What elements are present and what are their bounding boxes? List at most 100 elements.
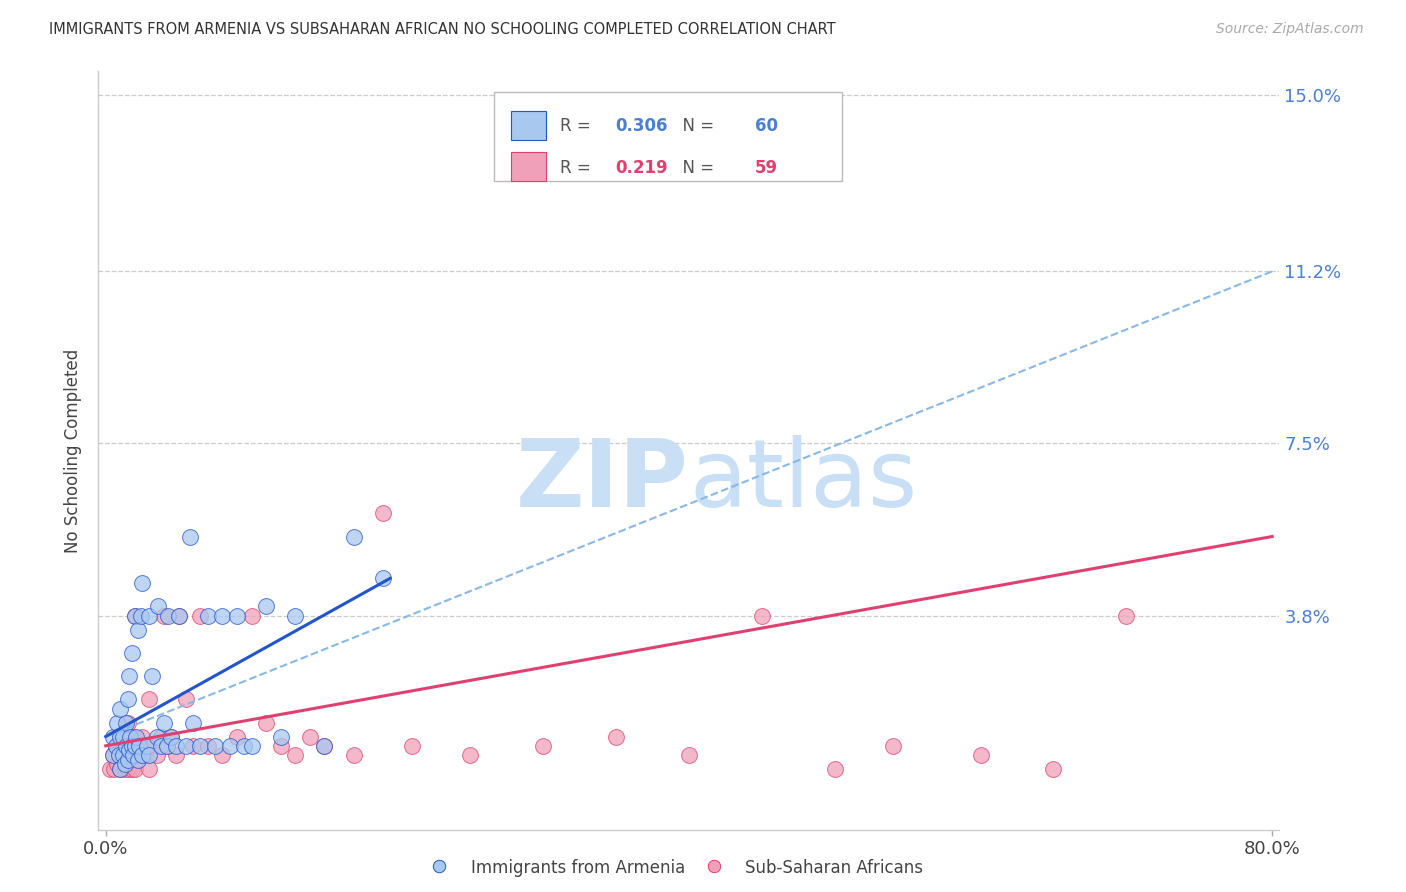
Point xyxy=(134,748,156,763)
Point xyxy=(174,692,197,706)
Point xyxy=(179,529,201,543)
Point xyxy=(110,701,132,715)
Point xyxy=(226,608,249,623)
Point xyxy=(181,739,204,753)
Point xyxy=(156,739,179,753)
Point xyxy=(118,748,141,763)
Text: R =: R = xyxy=(560,159,596,177)
Point xyxy=(174,739,197,753)
Point xyxy=(129,739,152,753)
Point xyxy=(101,730,124,744)
Point xyxy=(127,623,149,637)
Bar xyxy=(494,92,842,181)
Point xyxy=(129,608,152,623)
Point xyxy=(124,608,146,623)
Point xyxy=(120,730,142,744)
Text: IMMIGRANTS FROM ARMENIA VS SUBSAHARAN AFRICAN NO SCHOOLING COMPLETED CORRELATION: IMMIGRANTS FROM ARMENIA VS SUBSAHARAN AF… xyxy=(49,22,835,37)
Text: atlas: atlas xyxy=(689,434,917,527)
Point xyxy=(110,762,132,776)
Point xyxy=(103,762,125,776)
Y-axis label: No Schooling Completed: No Schooling Completed xyxy=(65,349,83,552)
Point xyxy=(121,646,143,660)
Point xyxy=(211,748,233,763)
Point xyxy=(371,571,394,585)
Point xyxy=(138,748,160,763)
Point xyxy=(270,730,292,744)
Point xyxy=(115,730,138,744)
Text: 0.219: 0.219 xyxy=(616,159,668,177)
Point xyxy=(531,739,554,753)
Point xyxy=(105,715,128,730)
Point xyxy=(112,739,135,753)
Text: 60: 60 xyxy=(755,117,778,135)
Point xyxy=(110,730,132,744)
Bar xyxy=(510,153,546,181)
Point xyxy=(233,739,256,753)
Point xyxy=(314,739,336,753)
Point xyxy=(105,757,128,772)
Point xyxy=(342,529,364,543)
Point xyxy=(165,748,187,763)
Point xyxy=(121,762,143,776)
Point xyxy=(153,608,176,623)
Point xyxy=(104,739,127,753)
Point xyxy=(167,608,190,623)
Point xyxy=(115,739,138,753)
Point xyxy=(156,739,179,753)
Point xyxy=(122,730,145,744)
Point xyxy=(703,858,725,872)
Point xyxy=(1042,762,1064,776)
Point xyxy=(104,739,127,753)
Point xyxy=(427,858,450,872)
Point xyxy=(824,762,846,776)
Point xyxy=(882,739,904,753)
Point xyxy=(122,748,145,763)
Point xyxy=(181,715,204,730)
Point xyxy=(605,730,627,744)
Point xyxy=(160,730,183,744)
Point xyxy=(270,739,292,753)
Point xyxy=(145,730,167,744)
Point xyxy=(254,599,277,614)
Point xyxy=(751,608,773,623)
Point xyxy=(197,608,219,623)
Point xyxy=(114,762,136,776)
Point xyxy=(298,730,321,744)
Point xyxy=(1115,608,1137,623)
Point xyxy=(115,715,138,730)
Point xyxy=(124,762,146,776)
Point xyxy=(117,715,139,730)
Point xyxy=(160,730,183,744)
Text: Sub-Saharan Africans: Sub-Saharan Africans xyxy=(745,859,924,877)
Text: Immigrants from Armenia: Immigrants from Armenia xyxy=(471,859,685,877)
Point xyxy=(127,753,149,767)
Point xyxy=(135,739,157,753)
Text: Source: ZipAtlas.com: Source: ZipAtlas.com xyxy=(1216,22,1364,37)
Point xyxy=(190,608,212,623)
Point xyxy=(117,692,139,706)
Point xyxy=(371,506,394,520)
Point xyxy=(118,669,141,683)
Point xyxy=(197,739,219,753)
Point xyxy=(190,739,212,753)
Point xyxy=(117,762,139,776)
Point xyxy=(165,739,187,753)
Point xyxy=(131,576,153,591)
Bar xyxy=(510,111,546,139)
Point xyxy=(284,608,307,623)
Point xyxy=(131,730,153,744)
Point xyxy=(254,715,277,730)
Point xyxy=(218,739,240,753)
Point xyxy=(284,748,307,763)
Point xyxy=(150,730,173,744)
Text: ZIP: ZIP xyxy=(516,434,689,527)
Point xyxy=(111,748,134,763)
Point xyxy=(342,748,364,763)
Point xyxy=(150,739,173,753)
Point xyxy=(120,739,142,753)
Point xyxy=(153,715,176,730)
Point xyxy=(131,748,153,763)
Point xyxy=(226,730,249,744)
Point xyxy=(145,748,167,763)
Point xyxy=(124,739,146,753)
